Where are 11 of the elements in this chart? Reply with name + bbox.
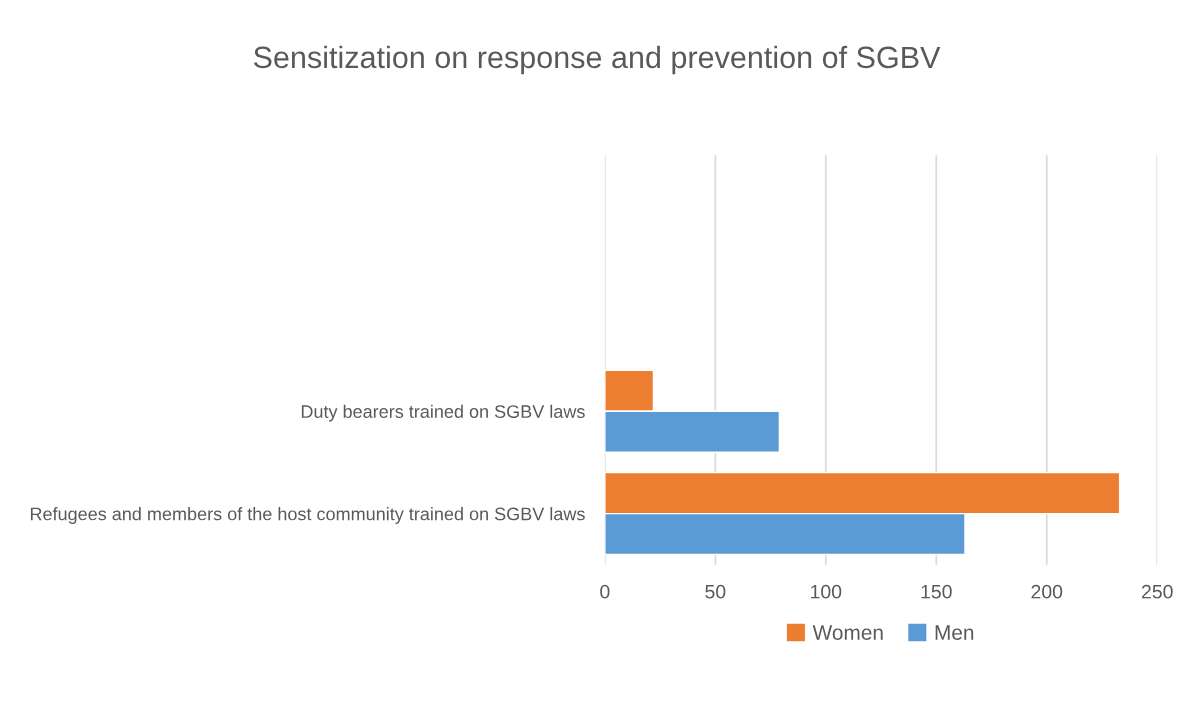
legend-label: Women xyxy=(812,625,883,640)
y-tick-label: Refugees and members of the host community trained on SGBV laws xyxy=(30,507,585,524)
x-tick-label: 100 xyxy=(811,584,842,599)
x-tick-label: 150 xyxy=(921,584,952,599)
chart-title: Sensitization on response and prevention of SGBV xyxy=(253,45,941,75)
x-tick-label: 250 xyxy=(1141,584,1173,599)
legend-label: Men xyxy=(935,625,974,640)
y-tick-label: Duty bearers trained on SGBV laws xyxy=(301,404,585,422)
x-tick-label: 0 xyxy=(600,584,610,599)
x-tick-label: 200 xyxy=(1031,584,1063,599)
x-tick-label: 50 xyxy=(705,584,726,599)
